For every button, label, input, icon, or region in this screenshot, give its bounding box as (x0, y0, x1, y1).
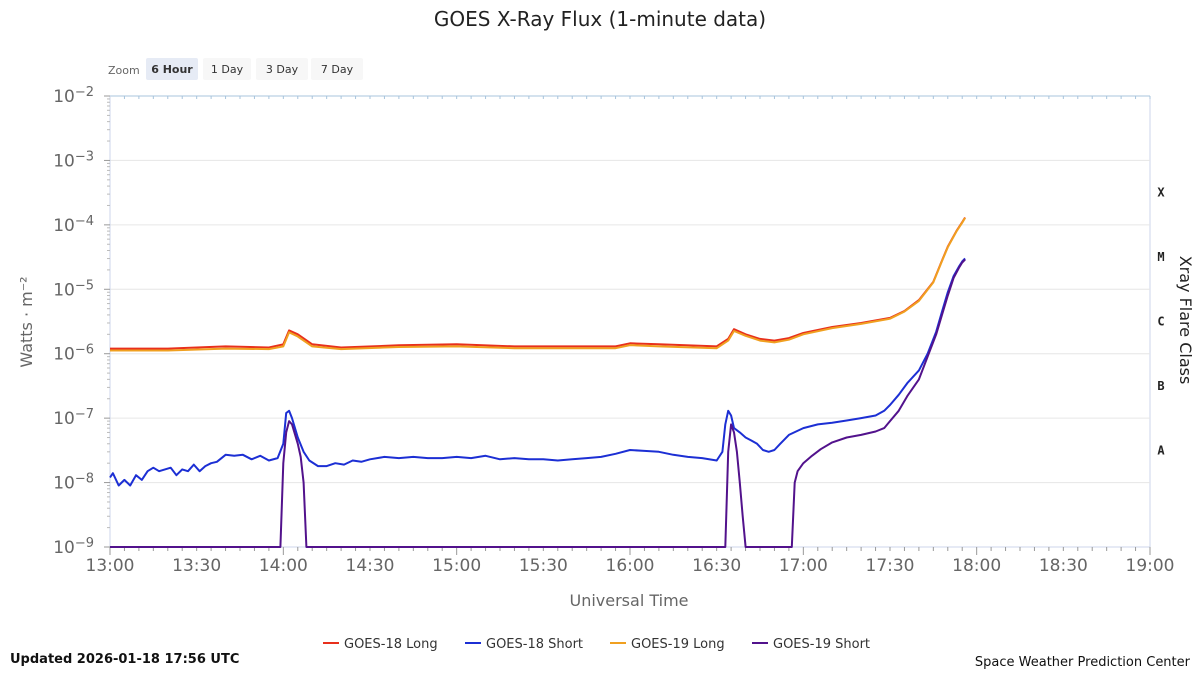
y-tick-label: 10−3 (53, 149, 94, 171)
legend-item-goes-19-short[interactable]: GOES-19 Short (752, 637, 870, 652)
zoom-controls: Zoom 6 Hour 1 Day 3 Day 7 Day (108, 58, 363, 80)
flare-class-label: M (1157, 250, 1164, 264)
legend-item-goes-19-long[interactable]: GOES-19 Long (610, 637, 725, 652)
zoom-button-label: 6 Hour (151, 63, 193, 76)
zoom-button-3-day[interactable]: 3 Day (256, 58, 308, 80)
x-tick-label: 13:00 (86, 556, 135, 576)
y-axis-title: Watts · m⁻² (17, 276, 36, 367)
y-tick-label: 10−9 (53, 536, 94, 558)
y-tick-label: 10−5 (53, 278, 94, 300)
y-tick-label: 10−7 (53, 407, 94, 429)
legend-label: GOES-19 Long (631, 637, 725, 652)
x-tick-label: 16:30 (692, 556, 741, 576)
grid (109, 95, 1151, 547)
legend-item-goes-18-long[interactable]: GOES-18 Long (323, 637, 438, 652)
flare-class-label: A (1157, 443, 1165, 457)
x-axis: 13:00 13:30 14:00 14:30 15:00 15:30 16:00 16:30… (86, 546, 1175, 576)
legend: GOES-18 Long GOES-18 Short GOES-19 Long GOE… (323, 637, 870, 652)
zoom-button-1-day[interactable]: 1 Day (203, 58, 251, 80)
x-tick-label: 18:00 (952, 556, 1001, 576)
zoom-button-label: 7 Day (321, 63, 354, 76)
credit-text: Space Weather Prediction Center (974, 655, 1190, 670)
y-axis: 10−2 10−3 10−4 10−5 10−6 10−7 10−8 10−9 (53, 85, 111, 558)
x-tick-label: 14:30 (346, 556, 395, 576)
y-tick-label: 10−4 (53, 214, 94, 236)
x-tick-label: 15:00 (432, 556, 481, 576)
x-tick-label: 18:30 (1039, 556, 1088, 576)
legend-label: GOES-18 Short (486, 637, 583, 652)
y-tick-label: 10−8 (53, 472, 94, 494)
zoom-button-bg (256, 58, 308, 80)
x-tick-label: 19:00 (1126, 556, 1175, 576)
legend-label: GOES-18 Long (344, 637, 438, 652)
y-tick-label: 10−2 (53, 85, 94, 107)
x-tick-label: 13:30 (172, 556, 221, 576)
y2-axis-title: Xray Flare Class (1176, 256, 1195, 385)
x-tick-label: 15:30 (519, 556, 568, 576)
flare-class-label: X (1157, 186, 1165, 200)
zoom-button-7-day[interactable]: 7 Day (311, 58, 363, 80)
x-tick-label: 17:30 (866, 556, 915, 576)
flare-class-axis: X M C B A (1157, 186, 1165, 458)
x-tick-label: 16:00 (606, 556, 655, 576)
series-line-goes-18-short (109, 257, 966, 487)
y-tick-label: 10−6 (53, 343, 94, 365)
series-line-goes-18-long (110, 216, 966, 350)
chart-title: GOES X-Ray Flux (1-minute data) (434, 7, 766, 31)
zoom-button-label: 3 Day (266, 63, 299, 76)
flare-class-label: B (1157, 379, 1164, 393)
zoom-label: Zoom (108, 64, 140, 77)
flare-class-label: C (1157, 315, 1164, 329)
updated-timestamp: Updated 2026-01-18 17:56 UTC (10, 652, 240, 667)
legend-item-goes-18-short[interactable]: GOES-18 Short (465, 637, 583, 652)
zoom-button-bg (146, 58, 198, 80)
x-tick-label: 17:00 (779, 556, 828, 576)
zoom-button-6-hour[interactable]: 6 Hour (146, 58, 198, 80)
zoom-button-bg (203, 58, 251, 80)
x-axis-title: Universal Time (569, 591, 688, 610)
series-line-goes-19-short (110, 258, 966, 548)
legend-label: GOES-19 Short (773, 637, 870, 652)
series-lines (109, 216, 966, 548)
zoom-button-label: 1 Day (211, 63, 244, 76)
zoom-button-bg (311, 58, 363, 80)
series-line-goes-19-long (110, 217, 966, 352)
x-tick-label: 14:00 (259, 556, 308, 576)
